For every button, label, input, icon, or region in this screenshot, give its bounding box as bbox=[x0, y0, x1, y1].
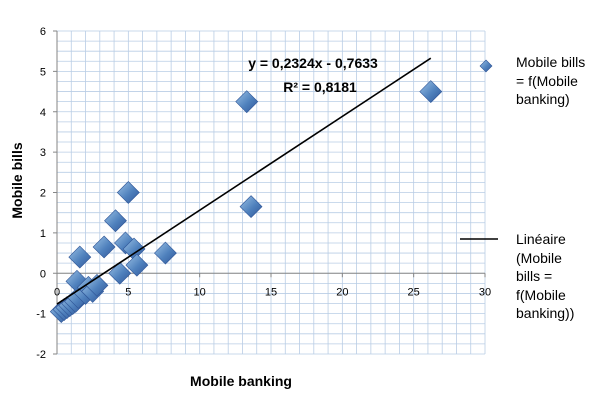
trendline bbox=[56, 57, 432, 305]
y-tick-label: 6 bbox=[40, 26, 46, 38]
y-tick-label: 1 bbox=[40, 228, 46, 240]
legend-trendline-entry: Linéaire (Mobile bills = f(Mobile bankin… bbox=[516, 230, 588, 323]
x-tick-label: 10 bbox=[194, 286, 206, 298]
data-point bbox=[154, 241, 177, 265]
y-tick-label: 3 bbox=[40, 147, 46, 159]
data-point bbox=[68, 245, 92, 269]
y-tick-label: 0 bbox=[40, 268, 46, 280]
data-point bbox=[239, 195, 263, 219]
x-axis-title: Mobile banking bbox=[190, 373, 292, 389]
y-tick-label: 2 bbox=[40, 188, 46, 200]
x-tick-label: 30 bbox=[479, 286, 491, 298]
trendline-equation: y = 0,2324x - 0,7633 bbox=[248, 55, 378, 71]
data-point bbox=[235, 90, 259, 114]
legend-series-entry: Mobile bills = f(Mobile banking) bbox=[516, 53, 588, 109]
x-tick-label: 15 bbox=[265, 286, 277, 298]
data-point bbox=[108, 261, 132, 285]
x-tick-label: 5 bbox=[125, 286, 131, 298]
legend-series-label: Mobile bills = f(Mobile banking) bbox=[516, 54, 586, 107]
y-tick-label: -2 bbox=[36, 349, 46, 361]
data-point bbox=[116, 181, 140, 204]
x-tick-label: 20 bbox=[336, 286, 348, 298]
data-point bbox=[104, 209, 127, 233]
y-tick-label: 4 bbox=[40, 107, 46, 119]
y-tick-label: -1 bbox=[36, 309, 46, 321]
x-tick-label: 25 bbox=[408, 286, 420, 298]
legend-trendline-label: Linéaire (Mobile bills = f(Mobile bankin… bbox=[516, 231, 575, 321]
data-point bbox=[125, 253, 149, 277]
y-tick-label: 5 bbox=[40, 66, 46, 78]
data-point bbox=[92, 235, 116, 259]
data-point bbox=[419, 80, 443, 103]
y-axis-title: Mobile bills bbox=[9, 142, 25, 218]
x-tick-label: 0 bbox=[54, 286, 60, 298]
trendline-r-squared: R² = 0,8181 bbox=[283, 79, 357, 95]
legend-series-marker bbox=[479, 59, 493, 73]
